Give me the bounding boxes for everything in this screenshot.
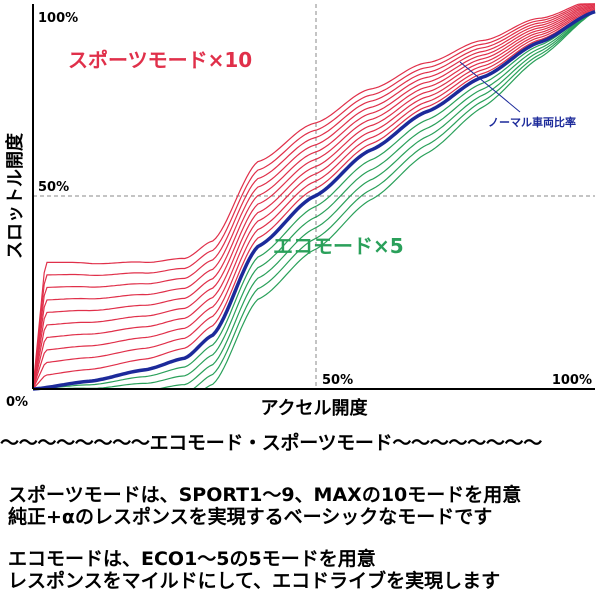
curves-group [32, 3, 596, 391]
normal-curve-label: ノーマル車両比率 [488, 115, 576, 129]
sport-curve-3 [32, 7, 596, 390]
eco-curve-2 [33, 11, 596, 390]
eco-mode-label: エコモード×5 [273, 234, 404, 258]
sport-description-2: 純正+αのレスポンスを実現するベーシックなモードです [8, 506, 493, 528]
y-tick-100: 100% [38, 11, 78, 26]
sport-curve-9 [32, 3, 595, 390]
sport-curve-7 [32, 3, 596, 390]
sport-curve-8 [32, 3, 595, 390]
y-axis-label: スロットル開度 [4, 132, 26, 259]
eco-curve-1 [33, 11, 596, 390]
eco-description-1: エコモードは、ECO1～5の5モードを用意 [8, 548, 376, 570]
normal-label-leader [459, 61, 521, 113]
mode-divider: ～～～～～～～～エコモード・スポーツモード～～～～～～～～ [0, 432, 542, 454]
sport-curve-5 [32, 5, 596, 390]
sport-mode-label: スポーツモード×10 [68, 48, 252, 72]
throttle-chart: 100% 50% 50% 100% 0% アクセル開度 スロットル開度 スポーツ… [4, 3, 596, 419]
sport-curve-2 [32, 8, 596, 390]
x-axis-label: アクセル開度 [260, 397, 368, 419]
eco-description-2: レスポンスをマイルドにして、エコドライブを実現します [8, 570, 501, 592]
sport-curve-1 [32, 9, 596, 390]
x-tick-50: 50% [322, 373, 353, 388]
origin-label: 0% [6, 395, 28, 410]
sport-description-1: スポーツモードは、SPORT1～9、MAXの10モードを用意 [8, 484, 522, 506]
sport-curve-10 [32, 3, 595, 390]
x-tick-100: 100% [552, 373, 592, 388]
sport-curve-6 [32, 4, 596, 390]
y-tick-50: 50% [38, 180, 69, 195]
normal-curve [32, 10, 596, 391]
sport-curve-4 [32, 6, 596, 390]
